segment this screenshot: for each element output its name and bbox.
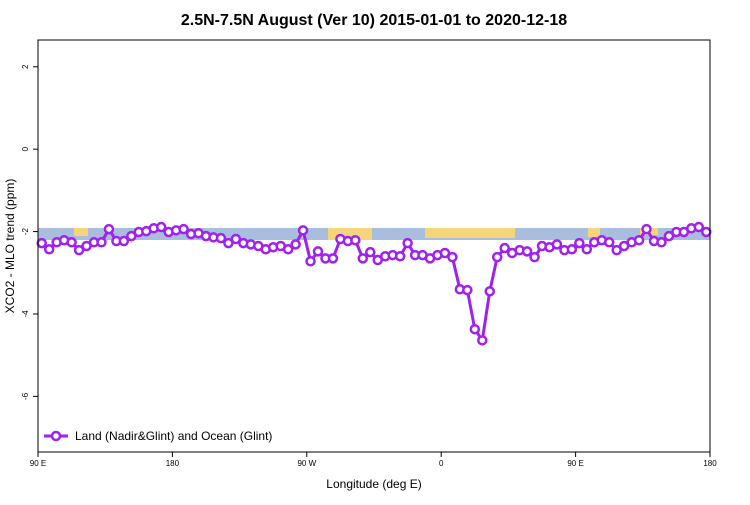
data-point [73,244,85,256]
data-point [230,233,242,245]
y-tick-label: -2 [21,227,30,235]
data-point [357,253,369,264]
data-point [282,244,294,255]
chart-title: 2.5N-7.5N August (Ver 10) 2015-01-01 to … [181,12,567,29]
data-point [521,246,533,257]
land-patch [425,228,515,238]
y-axis-label: XCO2 - MLO trend (ppm) [3,179,17,314]
x-tick-label: 90 E [567,459,583,468]
x-tick-label: 180 [703,459,717,468]
data-point [656,237,667,248]
data-point [529,251,540,263]
y-tick-label: 0 [21,146,30,151]
data-point [566,244,578,255]
data-point [663,230,675,242]
y-tick-label: 2 [21,64,30,69]
land-patch [74,228,88,236]
data-point [477,335,488,346]
x-tick-label: 90 E [30,459,46,468]
data-point [491,251,503,263]
data-point [641,223,652,235]
data-point [603,237,615,248]
data-point [43,244,55,255]
data-point [215,232,227,244]
data-point [551,239,563,250]
y-tick-label: -4 [21,310,30,318]
legend-label: Land (Nadir&Glint) and Ocean (Glint) [75,429,272,443]
data-point [394,251,406,262]
data-point [439,247,451,259]
data-point [96,237,107,248]
data-point [693,221,705,233]
x-tick-label: 90 W [297,459,316,468]
data-point [484,286,495,297]
data-point [155,221,167,233]
data-point [327,253,339,264]
plot-layer: 90 E 180 90 W 0 90 E 180 -6 -4 -2 0 2 Land (Nadir&G… [21,64,717,468]
data-point [178,223,189,235]
data-point [365,246,376,258]
legend-marker [50,430,62,442]
land-patch [588,228,600,237]
data-point [223,237,234,249]
data-point [290,239,301,250]
data-point [701,226,712,238]
data-point [118,235,130,247]
data-point [462,284,473,296]
data-point [469,323,481,335]
plot-frame [37,39,711,453]
data-point [611,244,622,256]
x-tick-label: 0 [439,459,444,468]
data-point [36,237,47,249]
x-tick-label: 180 [166,459,180,468]
y-tick-label: -6 [21,392,30,400]
data-point [305,255,316,267]
data-point [402,237,413,249]
x-axis-label: Longitude (deg E) [326,477,421,491]
data-point [633,234,645,246]
data-point [350,234,361,246]
data-point [312,246,324,257]
data-point [574,237,585,249]
data-point [447,251,458,263]
data-point [499,242,510,254]
data-point [581,244,593,255]
data-point [297,225,309,236]
data-point [126,230,137,242]
data-point [103,223,115,235]
data-point [66,237,77,248]
